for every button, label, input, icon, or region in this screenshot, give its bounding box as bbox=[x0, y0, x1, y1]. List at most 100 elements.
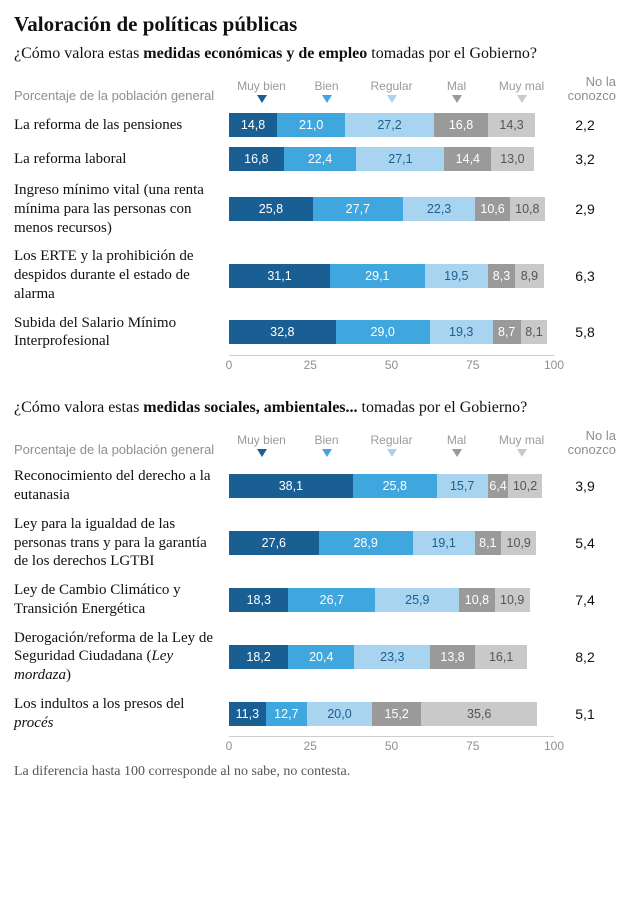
bar-segment: 10,9 bbox=[501, 531, 536, 555]
bar-segment: 13,8 bbox=[430, 645, 475, 669]
nolac-header-2: No la conozco bbox=[554, 429, 616, 458]
nolac-value: 8,2 bbox=[554, 649, 616, 665]
section-1-rows: La reforma de las pensiones14,821,027,21… bbox=[14, 113, 616, 351]
bar-segment: 19,5 bbox=[425, 264, 488, 288]
bar-segment: 10,6 bbox=[475, 197, 509, 221]
chart-row: Los ERTE y la prohibición de despidos du… bbox=[14, 247, 616, 303]
nolac-value: 2,9 bbox=[554, 201, 616, 217]
row-label: Ingreso mínimo vital (una renta mínima p… bbox=[14, 181, 229, 237]
stacked-bar: 16,822,427,114,413,0 bbox=[229, 147, 554, 171]
legend-1: Muy bienBienRegularMalMuy mal bbox=[229, 79, 554, 103]
legend-2: Muy bien Bien Regular MalMuy mal bbox=[229, 433, 554, 457]
row-label: Ley de Cambio Climático y Transición Ene… bbox=[14, 581, 229, 619]
bar-segment: 25,9 bbox=[375, 588, 459, 612]
bar-segment: 14,4 bbox=[444, 147, 491, 171]
row-label: Reconocimiento del derecho a la eutanasi… bbox=[14, 467, 229, 505]
axis-1: 0255075100 bbox=[14, 355, 616, 373]
bar-segment: 25,8 bbox=[353, 474, 437, 498]
bar-segment: 38,1 bbox=[229, 474, 353, 498]
row-label: Subida del Salario Mínimo Interprofesion… bbox=[14, 314, 229, 352]
chart-row: Reconocimiento del derecho a la eutanasi… bbox=[14, 467, 616, 505]
q2-pre: ¿Cómo valora estas bbox=[14, 399, 143, 416]
axis-2: 0 25 50 75 100 bbox=[14, 736, 616, 754]
legend-item: Bien bbox=[294, 433, 359, 457]
nolac-value: 3,2 bbox=[554, 151, 616, 167]
q2-bold: medidas sociales, ambientales... bbox=[143, 399, 357, 416]
bar-segment: 18,2 bbox=[229, 645, 288, 669]
bar-segment: 22,3 bbox=[403, 197, 475, 221]
triangle-down-icon bbox=[517, 95, 527, 103]
nolac-value: 7,4 bbox=[554, 592, 616, 608]
triangle-down-icon bbox=[257, 449, 267, 457]
bar-segment: 27,2 bbox=[345, 113, 433, 137]
axis-tick: 100 bbox=[544, 739, 564, 753]
bar-segment: 15,7 bbox=[437, 474, 488, 498]
legend-item: Regular bbox=[359, 79, 424, 103]
bar-segment: 28,9 bbox=[319, 531, 413, 555]
triangle-down-icon bbox=[322, 95, 332, 103]
legend-item: Muy mal bbox=[489, 433, 554, 457]
bar-segment: 20,4 bbox=[288, 645, 354, 669]
sublabel-1: Porcentaje de la población general bbox=[14, 88, 229, 103]
q1-post: tomadas por el Gobierno? bbox=[367, 45, 537, 62]
bar-segment: 27,7 bbox=[313, 197, 403, 221]
legend-label: Mal bbox=[447, 79, 466, 93]
chart-row: Derogación/reforma de la Ley de Segurida… bbox=[14, 629, 616, 685]
nolac-value: 5,8 bbox=[554, 324, 616, 340]
triangle-down-icon bbox=[517, 449, 527, 457]
footnote: La diferencia hasta 100 corresponde al n… bbox=[14, 764, 616, 780]
bar-segment: 10,8 bbox=[459, 588, 494, 612]
bar-segment: 35,6 bbox=[421, 702, 537, 726]
nolac-h2b: conozco bbox=[568, 442, 616, 457]
legend-label: Bien bbox=[314, 433, 338, 447]
legend-item: Bien bbox=[294, 79, 359, 103]
bar-segment: 32,8 bbox=[229, 320, 336, 344]
section-2-rows: Reconocimiento del derecho a la eutanasi… bbox=[14, 467, 616, 732]
bar-segment: 19,1 bbox=[413, 531, 475, 555]
legend-label: Muy bien bbox=[237, 433, 286, 447]
bar-segment: 19,3 bbox=[430, 320, 493, 344]
legend-item: Muy mal bbox=[489, 79, 554, 103]
bar-segment: 10,9 bbox=[495, 588, 530, 612]
bar-segment: 8,9 bbox=[515, 264, 544, 288]
nolac-value: 5,4 bbox=[554, 535, 616, 551]
triangle-down-icon bbox=[387, 449, 397, 457]
bar-segment: 12,7 bbox=[266, 702, 307, 726]
legend-item: Regular bbox=[359, 433, 424, 457]
axis-tick: 75 bbox=[466, 739, 479, 753]
stacked-bar: 25,827,722,310,610,8 bbox=[229, 197, 554, 221]
bar-segment: 29,1 bbox=[330, 264, 425, 288]
question-1: ¿Cómo valora estas medidas económicas y … bbox=[14, 43, 616, 65]
axis-tick: 25 bbox=[304, 358, 317, 372]
q1-pre: ¿Cómo valora estas bbox=[14, 45, 143, 62]
legend-item: Mal bbox=[424, 433, 489, 457]
row-label: Los ERTE y la prohibición de despidos du… bbox=[14, 247, 229, 303]
bar-segment: 6,4 bbox=[488, 474, 509, 498]
nolac-value: 3,9 bbox=[554, 478, 616, 494]
axis-tick: 25 bbox=[304, 739, 317, 753]
axis-tick: 75 bbox=[466, 358, 479, 372]
stacked-bar: 27,628,919,18,110,9 bbox=[229, 531, 554, 555]
chart-row: Los indultos a los presos del procés11,3… bbox=[14, 695, 616, 733]
nolac-h2a: No la bbox=[586, 428, 616, 443]
question-2: ¿Cómo valora estas medidas sociales, amb… bbox=[14, 397, 616, 419]
axis-tick: 0 bbox=[226, 739, 233, 753]
chart-row: La reforma laboral16,822,427,114,413,03,… bbox=[14, 147, 616, 171]
nolac-value: 6,3 bbox=[554, 268, 616, 284]
chart-row: Subida del Salario Mínimo Interprofesion… bbox=[14, 314, 616, 352]
sublabel-2: Porcentaje de la población general bbox=[14, 442, 229, 457]
stacked-bar: 18,220,423,313,816,1 bbox=[229, 645, 554, 669]
row-label: Ley para la igualdad de las personas tra… bbox=[14, 515, 229, 571]
bar-segment: 13,0 bbox=[491, 147, 533, 171]
axis-tick: 50 bbox=[385, 739, 398, 753]
bar-segment: 22,4 bbox=[284, 147, 357, 171]
bar-segment: 31,1 bbox=[229, 264, 330, 288]
bar-segment: 8,7 bbox=[493, 320, 521, 344]
bar-segment: 27,1 bbox=[356, 147, 444, 171]
legend-label: Regular bbox=[370, 433, 412, 447]
q1-bold: medidas económicas y de empleo bbox=[143, 45, 367, 62]
nolac-value: 5,1 bbox=[554, 706, 616, 722]
legend-item: Mal bbox=[424, 79, 489, 103]
bar-segment: 18,3 bbox=[229, 588, 288, 612]
stacked-bar: 38,125,815,76,410,2 bbox=[229, 474, 554, 498]
